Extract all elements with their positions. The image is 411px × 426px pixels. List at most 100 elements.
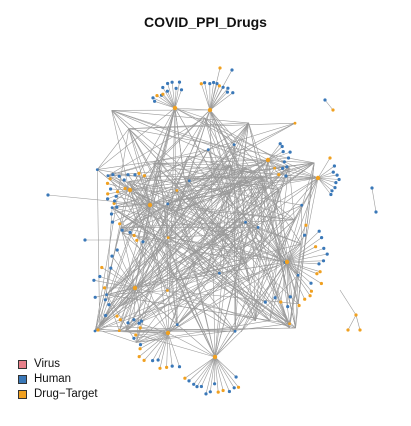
edge	[286, 261, 312, 292]
edge	[135, 332, 169, 336]
node	[297, 303, 301, 308]
node	[337, 177, 341, 182]
edge	[167, 204, 302, 334]
node	[329, 192, 333, 197]
node	[323, 98, 327, 102]
edge	[129, 204, 151, 233]
node	[221, 388, 225, 393]
node	[109, 212, 114, 216]
edge	[355, 314, 361, 331]
node	[213, 382, 217, 386]
edge	[117, 191, 151, 206]
edge	[187, 156, 288, 263]
edge	[134, 170, 252, 289]
edge	[120, 227, 136, 289]
node	[106, 174, 110, 178]
node	[273, 166, 277, 170]
node	[112, 201, 116, 205]
node	[110, 220, 115, 224]
node	[325, 252, 329, 256]
node	[151, 96, 155, 100]
edge	[286, 261, 291, 297]
node	[92, 278, 96, 282]
edge	[136, 204, 151, 343]
node	[284, 174, 288, 178]
node	[117, 329, 121, 332]
node	[132, 233, 136, 238]
legend-label-human: Human	[34, 373, 72, 385]
edge	[209, 85, 220, 111]
edge	[209, 109, 299, 276]
node	[218, 271, 221, 275]
edge	[234, 122, 249, 234]
edges	[47, 67, 377, 394]
legend-swatch-human	[18, 374, 27, 384]
edge	[175, 177, 319, 193]
edge	[286, 261, 321, 272]
edge	[139, 332, 169, 349]
node	[236, 385, 241, 389]
node	[118, 318, 122, 322]
edge	[107, 175, 302, 245]
edge	[108, 287, 136, 305]
edge	[317, 177, 332, 195]
node	[183, 376, 187, 380]
node	[156, 358, 160, 362]
edge	[214, 274, 299, 358]
legend-label-virus: Virus	[34, 358, 60, 370]
edge	[149, 204, 290, 324]
node	[118, 222, 122, 226]
node	[279, 300, 283, 304]
edge	[149, 204, 295, 221]
legend-item-drug-target: Drug−Target	[18, 387, 98, 401]
legend-label-drug-target: Drug−Target	[34, 388, 98, 400]
node	[141, 240, 145, 244]
node	[309, 289, 313, 293]
edge	[134, 287, 169, 334]
edge	[209, 109, 280, 190]
node	[296, 273, 300, 277]
node	[354, 313, 358, 317]
edge	[125, 165, 231, 332]
edge	[111, 110, 275, 169]
node	[132, 318, 136, 322]
node	[280, 144, 284, 149]
edge	[119, 327, 296, 331]
edge	[209, 109, 288, 263]
edge	[97, 156, 188, 170]
node	[234, 375, 238, 379]
edge	[125, 156, 188, 332]
node	[179, 88, 184, 92]
edge	[140, 245, 236, 332]
edge	[129, 107, 176, 191]
node	[208, 390, 212, 394]
edge	[280, 261, 288, 303]
edge	[133, 332, 169, 339]
node	[330, 189, 334, 193]
node	[187, 379, 191, 383]
edge	[116, 204, 151, 208]
edge	[214, 177, 319, 358]
edge	[149, 204, 176, 212]
node	[308, 294, 312, 298]
edge	[289, 177, 319, 324]
edge	[129, 189, 216, 358]
edge	[274, 261, 288, 298]
node	[93, 295, 97, 299]
edge	[111, 110, 216, 358]
node	[139, 319, 144, 323]
node	[288, 295, 292, 299]
node	[288, 322, 291, 326]
edge	[248, 281, 256, 321]
edge	[174, 107, 211, 111]
edge	[140, 332, 169, 345]
node	[358, 328, 362, 332]
edge	[174, 107, 269, 161]
edge	[209, 67, 221, 111]
edge	[317, 177, 336, 183]
node	[165, 89, 169, 93]
edge	[134, 287, 216, 358]
node	[170, 364, 174, 368]
edge	[174, 107, 319, 179]
edge	[210, 356, 216, 392]
